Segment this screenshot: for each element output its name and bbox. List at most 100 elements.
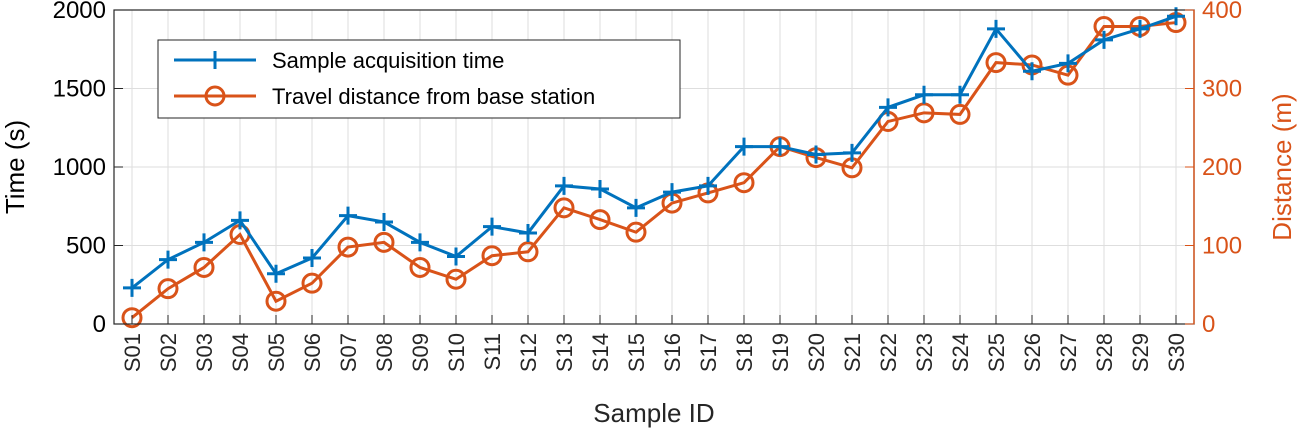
right-y-axis-label: Distance (m) — [1267, 93, 1297, 240]
distance-point — [121, 307, 143, 329]
time-point — [807, 145, 825, 164]
time-point — [1023, 62, 1041, 81]
time-line — [131, 14, 1177, 290]
time-point — [987, 19, 1005, 38]
distance-point — [913, 102, 935, 124]
x-tick-label: S22 — [876, 333, 901, 372]
time-point — [1095, 30, 1113, 49]
legend: Sample acquisition time Travel distance … — [157, 39, 681, 119]
x-tick-label: S23 — [912, 333, 937, 372]
time-point — [375, 212, 393, 231]
distance-point — [553, 197, 575, 219]
time-point — [699, 176, 717, 195]
x-tick-label: S03 — [192, 333, 217, 372]
x-tick-label: S14 — [588, 333, 613, 372]
distance-point — [733, 172, 755, 194]
x-tick-label: S29 — [1128, 333, 1153, 372]
distance-point — [949, 103, 971, 125]
left-tick-label: 1000 — [53, 154, 106, 181]
x-tick-label: S05 — [264, 333, 289, 372]
time-point — [951, 85, 969, 104]
distance-point — [157, 278, 179, 300]
left-tick-label: 500 — [66, 233, 106, 260]
left-tick-label: 2000 — [53, 0, 106, 24]
time-point — [591, 179, 609, 198]
x-tick-label: S11 — [480, 333, 505, 371]
distance-point — [481, 245, 503, 267]
time-point — [735, 137, 753, 156]
left-tick-label: 0 — [93, 311, 106, 338]
time-point — [447, 247, 465, 266]
x-tick-label: S07 — [336, 333, 361, 372]
left-y-axis-label: Time (s) — [0, 120, 30, 214]
time-point — [879, 98, 897, 117]
time-point — [627, 198, 645, 217]
x-tick-label: S15 — [624, 333, 649, 372]
time-point — [519, 223, 537, 242]
x-tick-label: S19 — [768, 333, 793, 372]
series-layer — [121, 7, 1187, 329]
x-tick-label: S17 — [696, 333, 721, 372]
time-point — [303, 249, 321, 268]
time-point — [1131, 19, 1149, 38]
x-tick-label: S02 — [156, 333, 181, 372]
x-tick-label: S18 — [732, 333, 757, 372]
legend-label-time: Sample acquisition time — [272, 48, 504, 73]
time-point — [123, 278, 141, 297]
x-tick-label: S16 — [660, 333, 685, 372]
right-y-axis: 0 100 200 300 400 — [1185, 0, 1242, 338]
distance-point — [193, 256, 215, 278]
time-point — [159, 250, 177, 269]
x-tick-label: S27 — [1056, 333, 1081, 372]
legend-marker-time — [206, 51, 224, 69]
distance-line — [131, 21, 1177, 319]
distance-point — [373, 231, 395, 253]
x-tick-label: S13 — [552, 333, 577, 372]
right-tick-label: 400 — [1202, 0, 1242, 24]
x-tick-label: S25 — [984, 333, 1009, 372]
x-tick-label: S30 — [1164, 333, 1189, 372]
x-tick-label: S04 — [228, 333, 253, 372]
left-y-axis: 0 500 1000 1500 2000 — [53, 0, 123, 338]
right-tick-label: 300 — [1202, 76, 1242, 103]
x-tick-label: S21 — [840, 333, 865, 372]
time-point — [339, 206, 357, 225]
time-point — [663, 183, 681, 202]
series-time — [123, 7, 1185, 297]
distance-point — [985, 52, 1007, 74]
x-tick-label: S08 — [372, 333, 397, 372]
time-point — [231, 211, 249, 230]
distance-point — [409, 256, 431, 278]
time-point — [843, 143, 861, 162]
x-axis: S01 S02 S03 S04 S05 S06 S07 S08 S09 S10 S11 S12 S13 S… — [120, 315, 1189, 372]
distance-point — [301, 272, 323, 294]
x-tick-label: S01 — [120, 333, 145, 372]
distance-point — [265, 290, 287, 312]
x-tick-label: S10 — [444, 333, 469, 372]
legend-marker-distance — [204, 85, 226, 107]
x-tick-label: S28 — [1092, 333, 1117, 372]
distance-point — [589, 209, 611, 231]
x-tick-label: S20 — [804, 333, 829, 372]
time-point — [915, 85, 933, 104]
time-point — [483, 217, 501, 236]
time-point — [195, 233, 213, 252]
distance-point — [337, 236, 359, 258]
time-point — [555, 176, 573, 195]
left-tick-label: 1500 — [53, 76, 106, 103]
x-tick-label: S12 — [516, 333, 541, 372]
x-tick-label: S06 — [300, 333, 325, 372]
distance-point — [625, 221, 647, 243]
x-tick-label: S24 — [948, 333, 973, 372]
legend-box — [157, 39, 681, 119]
distance-point — [517, 241, 539, 263]
right-tick-label: 0 — [1202, 311, 1215, 338]
legend-label-distance: Travel distance from base station — [272, 84, 595, 109]
right-tick-label: 100 — [1202, 233, 1242, 260]
right-tick-label: 200 — [1202, 154, 1242, 181]
distance-point — [445, 268, 467, 290]
time-point — [411, 233, 429, 252]
x-axis-label: Sample ID — [593, 398, 714, 428]
x-tick-label: S26 — [1020, 333, 1045, 372]
